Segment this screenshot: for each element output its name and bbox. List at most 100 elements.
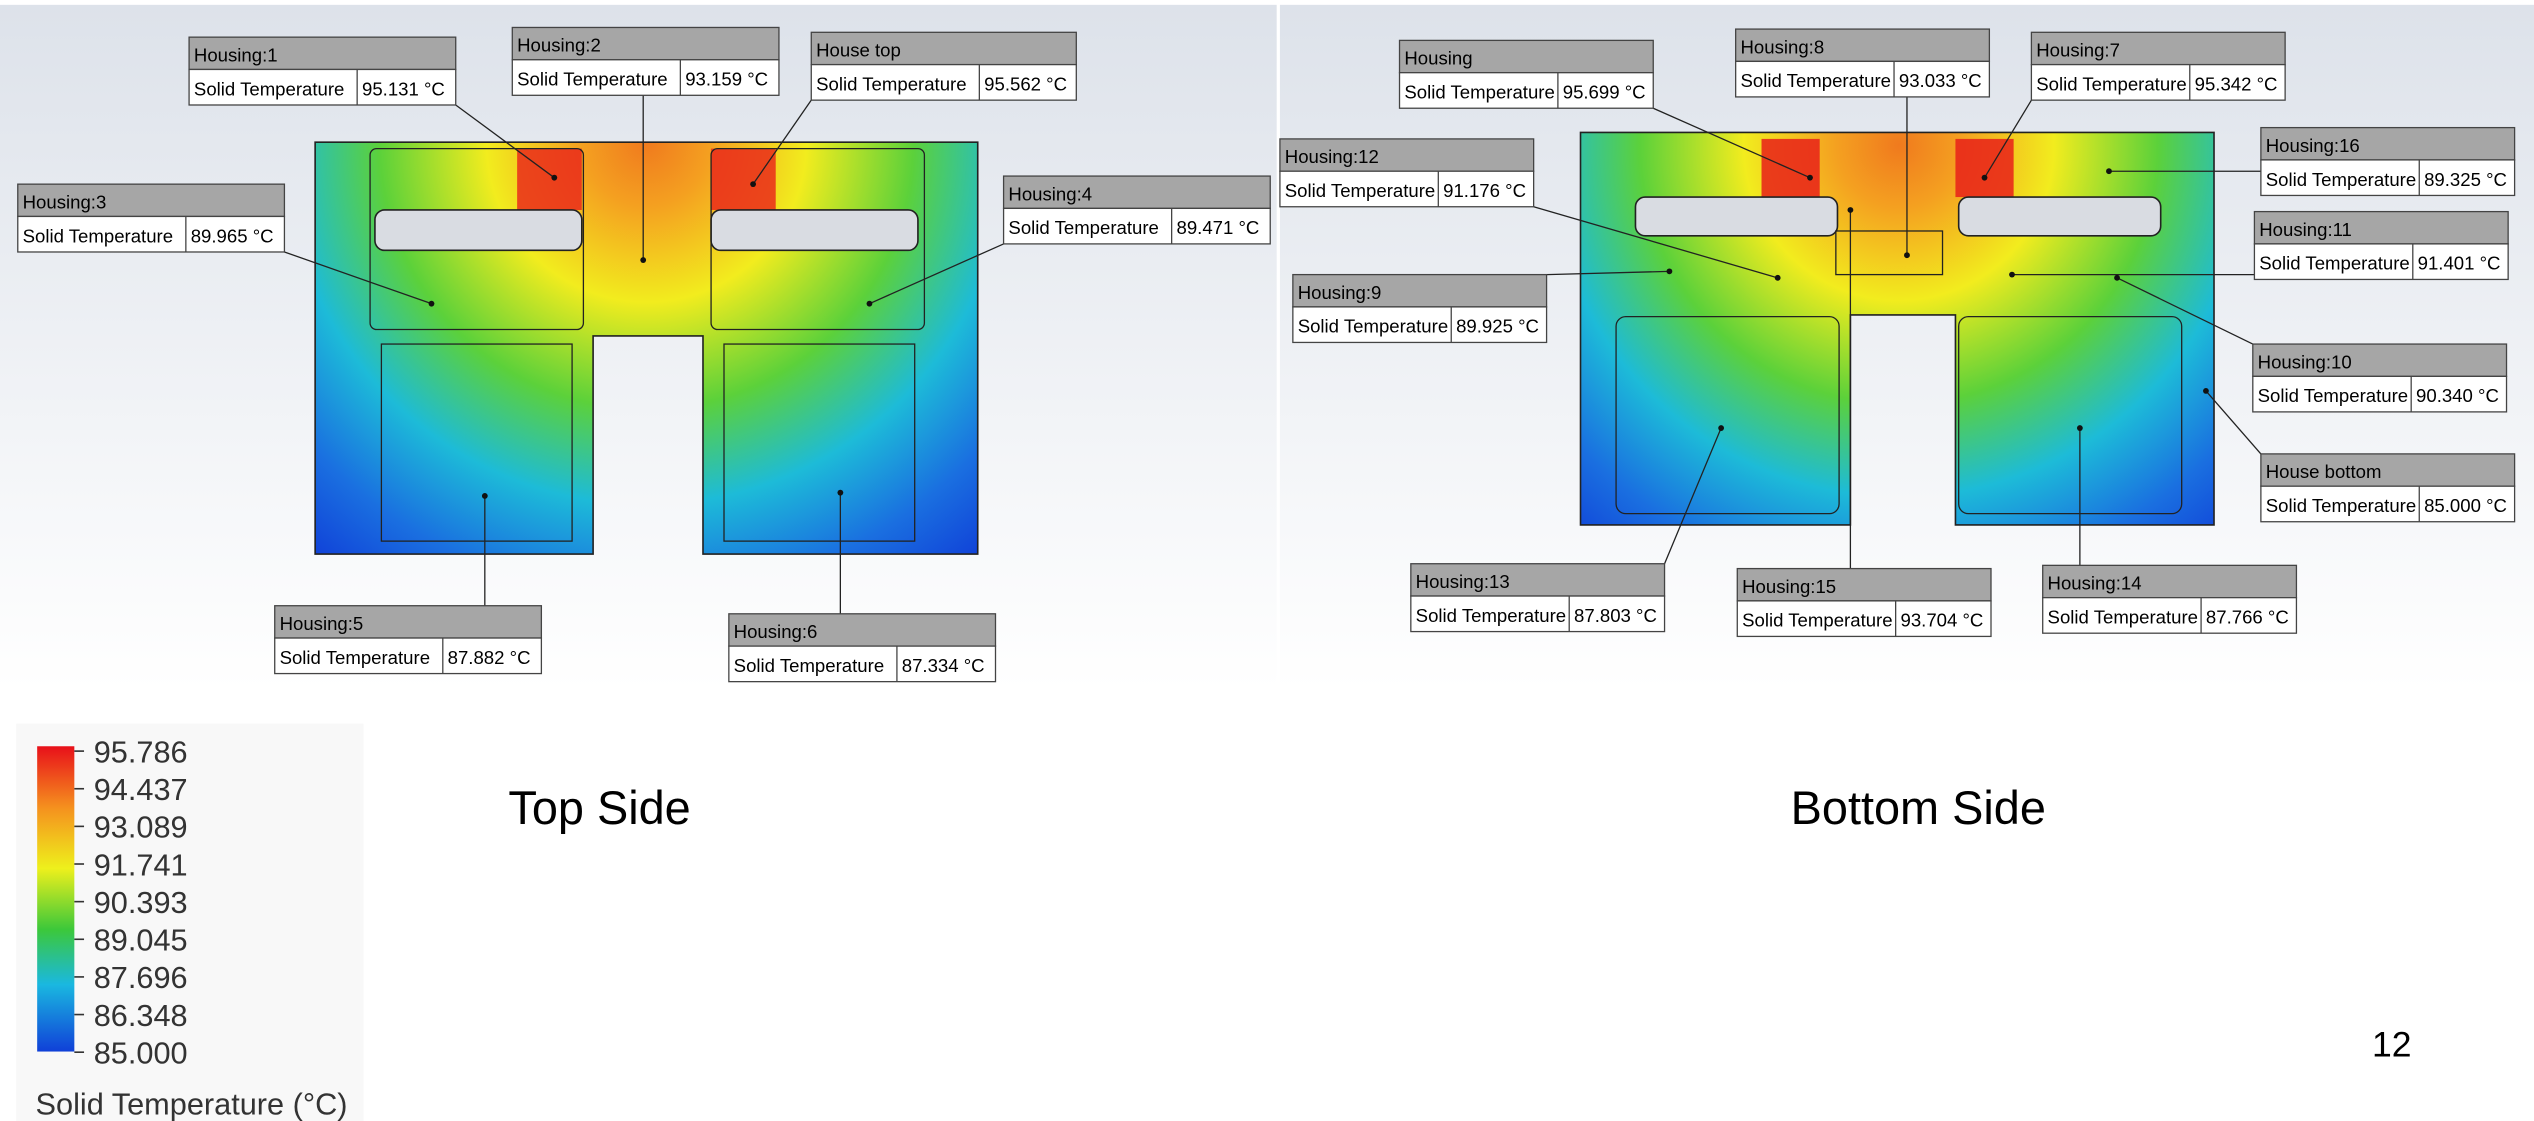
callout-name: Housing:15	[1742, 576, 1836, 597]
callout-name: Housing:2	[517, 35, 601, 56]
callout-name: Housing:8	[1741, 36, 1825, 57]
anchor-dot	[837, 490, 843, 496]
legend-tick-label: 89.045	[94, 923, 188, 958]
callout-name: Housing:6	[734, 621, 818, 642]
callout-label: Solid Temperature	[1285, 180, 1435, 201]
anchor-dot	[1982, 175, 1988, 181]
callout-value: 89.325 °C	[2424, 169, 2507, 190]
anchor-dot	[2106, 168, 2112, 174]
callout-name: Housing	[1404, 48, 1472, 69]
callout-name: Housing:9	[1298, 282, 1382, 303]
anchor-dot	[1847, 207, 1853, 213]
callout-label: Solid Temperature	[1416, 605, 1566, 626]
callout-label: Solid Temperature	[1404, 82, 1554, 103]
callout-value: 87.882 °C	[448, 647, 531, 668]
callout-name: Housing:4	[1008, 183, 1092, 204]
callout: Housing:14 Solid Temperature 87.766 °C	[2043, 565, 2297, 633]
callout: Housing:8 Solid Temperature 93.033 °C	[1736, 29, 1990, 97]
hot-spot	[1762, 139, 1820, 197]
callout-name: Housing:10	[2258, 351, 2352, 372]
callout: Housing:5Solid Temperature87.882 °C	[275, 606, 542, 674]
callout: Housing:13 Solid Temperature 87.803 °C	[1411, 564, 1665, 632]
anchor-dot	[1666, 268, 1672, 274]
hot-spot	[711, 149, 776, 210]
anchor-dot	[482, 493, 488, 499]
anchor-dot	[2009, 272, 2015, 278]
callout-name: House bottom	[2266, 461, 2382, 482]
anchor-dot	[2114, 275, 2120, 281]
callout-value: 93.159 °C	[685, 69, 768, 90]
callout-value: 95.562 °C	[984, 73, 1067, 94]
slot	[711, 210, 918, 250]
callout-label: Solid Temperature	[23, 225, 173, 246]
callout-name: Housing:3	[23, 191, 107, 212]
callout: Housing:12 Solid Temperature 91.176 °C	[1280, 139, 1534, 207]
callout-value: 91.176 °C	[1443, 180, 1526, 201]
anchor-dot	[1904, 252, 1910, 258]
callout-value: 89.925 °C	[1456, 316, 1539, 337]
callout-value: 93.033 °C	[1899, 70, 1982, 91]
callout-value: 89.471 °C	[1177, 217, 1260, 238]
anchor-dot	[1807, 175, 1813, 181]
callout-label: Solid Temperature	[2266, 169, 2416, 190]
callout: House topSolid Temperature95.562 °C	[811, 32, 1076, 100]
anchor-dot	[867, 301, 873, 307]
callout-label: Solid Temperature	[1741, 70, 1891, 91]
callout: Housing:16 Solid Temperature 89.325 °C	[2261, 128, 2515, 196]
anchor-dot	[2203, 388, 2209, 394]
callout-label: Solid Temperature	[2259, 253, 2409, 274]
callout-label: Solid Temperature	[1742, 610, 1892, 631]
callout: Housing:1 Solid Temperature 95.131 °C	[189, 37, 456, 105]
callout-name: Housing:16	[2266, 135, 2360, 156]
callout-label: Solid Temperature	[2036, 73, 2186, 94]
callout-label: Solid Temperature	[194, 78, 344, 99]
callout: HousingSolid Temperature95.699 °C	[1400, 40, 1654, 108]
callout-value: 89.965 °C	[191, 225, 274, 246]
legend-tick-label: 93.089	[94, 810, 188, 845]
legend-tick-label: 90.393	[94, 885, 188, 920]
slot	[1959, 197, 2161, 236]
hot-spot	[1955, 139, 2013, 197]
callout: Housing:6Solid Temperature87.334 °C	[729, 614, 996, 682]
callout-value: 93.704 °C	[1901, 610, 1984, 631]
anchor-dot	[1718, 425, 1724, 431]
legend-tick-label: 91.741	[94, 847, 188, 882]
callout: Housing:2 Solid Temperature 93.159 °C	[512, 27, 779, 95]
callout-label: Solid Temperature	[734, 655, 884, 676]
anchor-dot	[750, 181, 756, 187]
callout-value: 87.766 °C	[2206, 606, 2289, 627]
callout: Housing:11 Solid Temperature 91.401 °C	[2254, 212, 2508, 280]
callout-name: Housing:13	[1416, 571, 1510, 592]
color-bar	[37, 746, 74, 1051]
callout-name: Housing:12	[1285, 146, 1379, 167]
callout-value: 91.401 °C	[2418, 253, 2501, 274]
page: 95.78694.43793.08991.74190.39389.04587.6…	[0, 0, 2534, 1121]
legend-tick-label: 85.000	[94, 1036, 188, 1071]
legend-title: Solid Temperature (°C)	[36, 1087, 348, 1121]
slot	[1635, 197, 1837, 236]
callout-name: Housing:14	[2048, 573, 2142, 594]
callout-name: Housing:11	[2259, 219, 2352, 240]
callout: Housing:9 Solid Temperature 89.925 °C	[1293, 275, 1547, 343]
callout-value: 95.131 °C	[362, 78, 445, 99]
callout-name: Housing:5	[280, 613, 364, 634]
anchor-dot	[640, 257, 646, 263]
callout-label: Solid Temperature	[2048, 606, 2198, 627]
slide: 95.78694.43793.08991.74190.39389.04587.6…	[0, 0, 2534, 1121]
legend-tick-label: 95.786	[94, 734, 188, 769]
callout-label: Solid Temperature	[2266, 495, 2416, 516]
callout-value: 85.000 °C	[2424, 495, 2507, 516]
caption: Bottom Side	[1791, 782, 2046, 834]
callout: Housing:15 Solid Temperature 93.704 °C	[1737, 569, 1991, 637]
slot	[375, 210, 582, 250]
callout-value: 95.342 °C	[2195, 73, 2278, 94]
callout-label: Solid Temperature	[517, 69, 667, 90]
callout-value: 87.803 °C	[1574, 605, 1657, 626]
anchor-dot	[1775, 275, 1781, 281]
callout-label: Solid Temperature	[1298, 316, 1448, 337]
callout-name: Housing:1	[194, 44, 278, 65]
callout-name: House top	[816, 40, 901, 61]
page-number: 12	[2372, 1024, 2412, 1064]
